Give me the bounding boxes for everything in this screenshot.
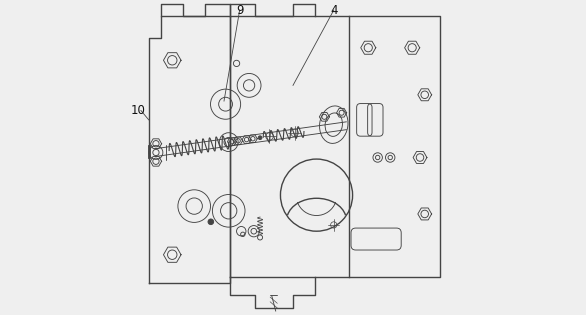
Bar <box>148 145 150 158</box>
Text: 9: 9 <box>236 3 243 17</box>
Circle shape <box>208 219 214 225</box>
Text: 4: 4 <box>330 3 338 17</box>
Circle shape <box>258 136 262 140</box>
Text: 10: 10 <box>130 104 145 117</box>
